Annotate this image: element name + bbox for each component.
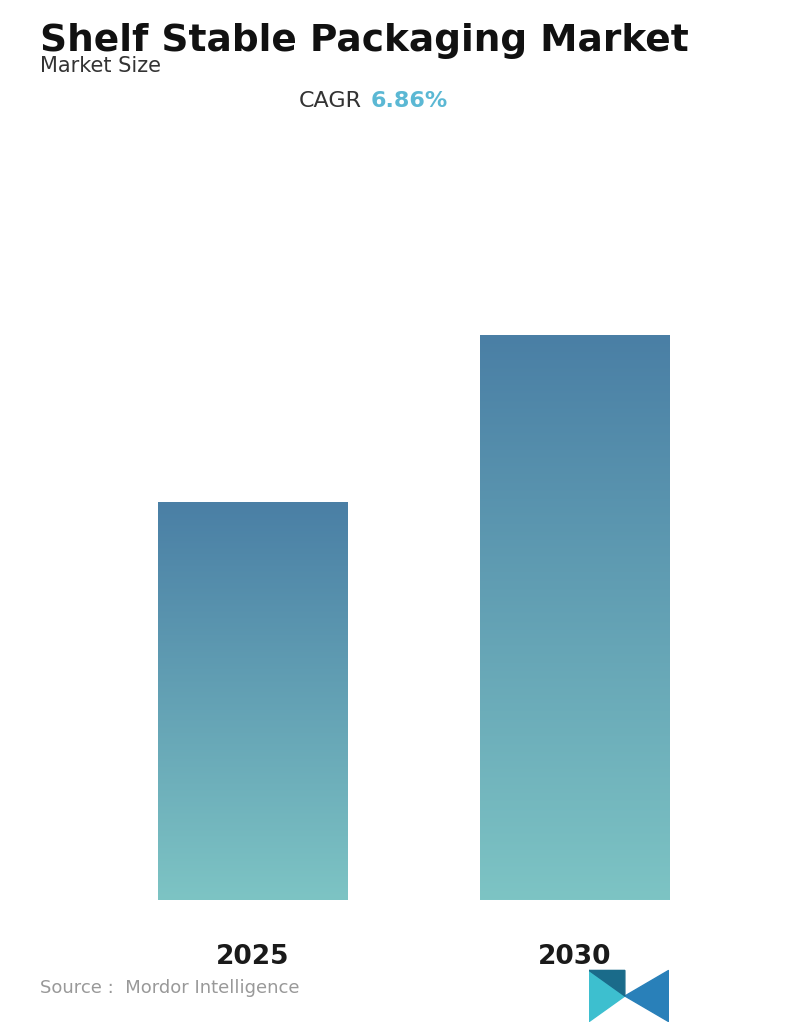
Text: Source :  Mordor Intelligence: Source : Mordor Intelligence xyxy=(40,979,299,997)
Polygon shape xyxy=(589,970,625,996)
Text: Shelf Stable Packaging Market: Shelf Stable Packaging Market xyxy=(40,23,689,59)
Polygon shape xyxy=(589,970,625,1022)
Text: Market Size: Market Size xyxy=(40,56,161,75)
Text: 2025: 2025 xyxy=(216,944,290,971)
Text: CAGR: CAGR xyxy=(299,91,362,111)
Text: 2030: 2030 xyxy=(538,944,612,971)
Text: 6.86%: 6.86% xyxy=(370,91,447,111)
Polygon shape xyxy=(625,970,669,1022)
